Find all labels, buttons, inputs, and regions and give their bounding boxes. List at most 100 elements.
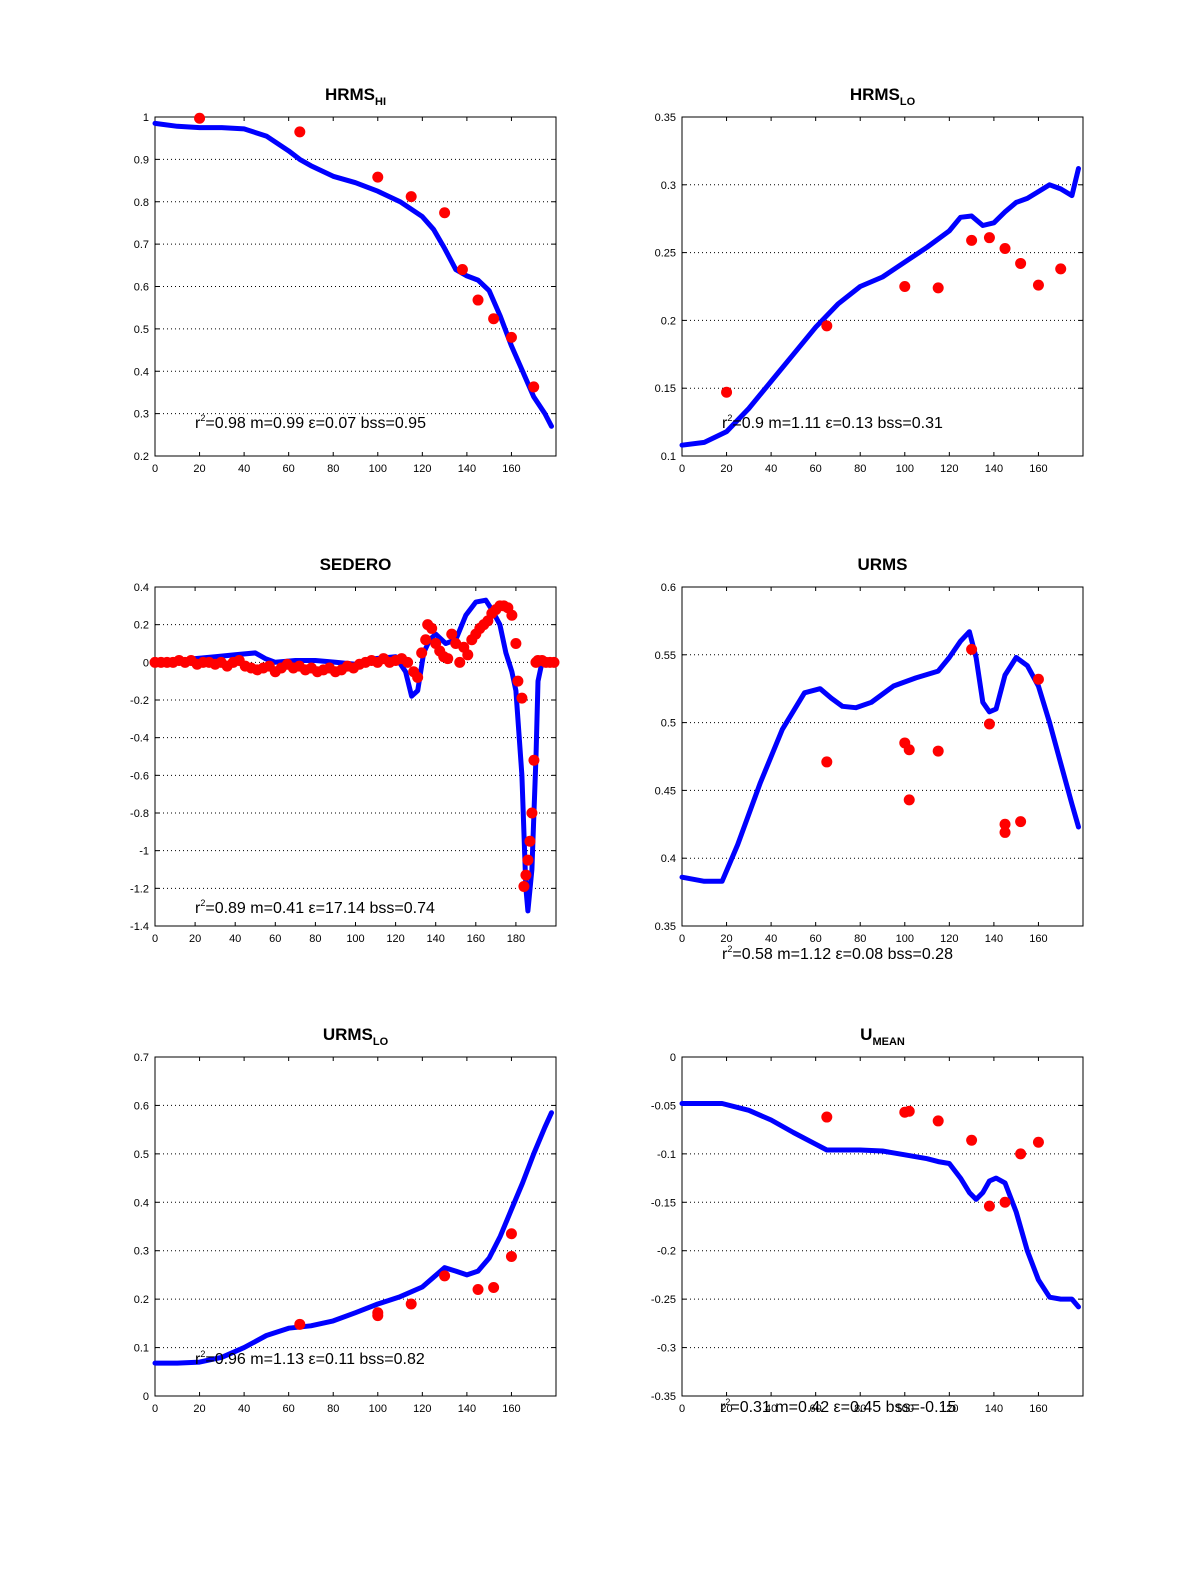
stats-annotation: r2=0.89 m=0.41 ε=17.14 bss=0.74 <box>195 898 435 917</box>
stats-annotation: r2=0.98 m=0.99 ε=0.07 bss=0.95 <box>195 413 426 432</box>
x-tick-label: 40 <box>229 933 241 945</box>
stats-annotation: r2=0.96 m=1.13 ε=0.11 bss=0.82 <box>195 1349 425 1368</box>
obs-point <box>1015 816 1027 828</box>
obs-point <box>402 656 414 668</box>
x-tick-label: 80 <box>854 1403 866 1415</box>
stats-annotation: r2=0.31 m=0.42 ε=0.45 bss=-0.15 <box>720 1397 956 1416</box>
x-tick-label: 40 <box>238 1403 250 1415</box>
x-tick-label: 140 <box>985 933 1003 945</box>
plot-area <box>681 1056 1084 1397</box>
y-tick-label: 0 <box>670 1052 676 1064</box>
obs-point <box>983 1200 995 1212</box>
chart-title: URMS <box>857 555 907 574</box>
y-tick-label: 0.5 <box>134 324 149 336</box>
stats-r: r <box>195 900 201 917</box>
chart-title-subscript: LO <box>900 96 916 108</box>
x-tick-label: 100 <box>896 933 914 945</box>
obs-point <box>420 634 432 646</box>
obs-point <box>294 1318 306 1330</box>
obs-point <box>821 1111 833 1123</box>
chart-panel-4: 0 20 40 60 80 100 120 140 160 0.35 0.4 0.45 0.5 0.55 0… <box>655 555 1084 963</box>
obs-point <box>1055 263 1067 275</box>
y-tick-label: -0.05 <box>651 1100 676 1112</box>
y-tick-label: 0.15 <box>655 383 676 395</box>
chart-title-main: HRMS <box>325 85 375 104</box>
obs-point <box>506 609 518 621</box>
y-tick-label: 0.2 <box>134 1294 149 1306</box>
obs-point <box>721 386 733 398</box>
chart-title: UMEAN <box>860 1025 905 1048</box>
y-tick-label: 0.5 <box>134 1149 149 1161</box>
x-tick-label: 0 <box>679 463 685 475</box>
y-tick-label: 0.7 <box>134 1052 149 1064</box>
obs-point <box>932 745 944 757</box>
obs-point <box>454 656 466 668</box>
obs-point <box>899 281 911 292</box>
chart-title: HRMSHI <box>325 85 386 108</box>
chart-title: SEDERO <box>320 555 392 574</box>
obs-point <box>903 1105 915 1117</box>
stats-values: =0.9 m=1.11 ε=0.13 bss=0.31 <box>732 415 943 432</box>
x-tick-label: 60 <box>283 463 295 475</box>
y-tick-label: -0.2 <box>130 695 149 707</box>
chart-title-subscript: HI <box>375 96 386 108</box>
y-tick-label: -1.4 <box>130 921 149 933</box>
x-tick-label: 100 <box>346 933 364 945</box>
y-tick-label: -1.2 <box>130 883 149 895</box>
stats-r-superscript: 2 <box>200 413 205 423</box>
x-tick-label: 160 <box>1029 933 1047 945</box>
y-tick-label: -0.35 <box>651 1391 676 1403</box>
obs-point <box>1032 1136 1044 1148</box>
x-tick-label: 80 <box>309 933 321 945</box>
obs-point <box>1015 257 1027 269</box>
stats-r: r <box>195 1351 201 1368</box>
y-tick-label: 0 <box>143 1391 149 1403</box>
obs-point <box>488 313 500 325</box>
x-tick-label: 140 <box>427 933 445 945</box>
y-tick-label: -0.15 <box>651 1197 676 1209</box>
model-line <box>679 629 1081 884</box>
obs-point <box>512 675 524 687</box>
obs-point <box>520 869 532 881</box>
x-tick-label: 0 <box>152 1403 158 1415</box>
y-tick-label: 0.4 <box>134 582 149 594</box>
x-tick-label: 20 <box>720 933 732 945</box>
x-tick-label: 40 <box>238 463 250 475</box>
obs-point <box>472 294 484 306</box>
y-tick-label: 0.2 <box>661 315 676 327</box>
stats-r: r <box>195 415 201 432</box>
obs-point <box>442 653 454 665</box>
stats-values: =0.89 m=0.41 ε=17.14 bss=0.74 <box>205 900 435 917</box>
y-tick-label: 0.6 <box>661 582 676 594</box>
obs-point <box>439 1270 451 1282</box>
x-tick-label: 120 <box>413 463 431 475</box>
y-tick-label: 0.4 <box>661 853 676 865</box>
obs-point <box>472 1283 484 1295</box>
x-tick-label: 120 <box>413 1403 431 1415</box>
obs-point <box>999 1196 1011 1208</box>
stats-annotation: r2=0.58 m=1.12 ε=0.08 bss=0.28 <box>722 944 953 963</box>
x-tick-label: 100 <box>369 463 387 475</box>
x-tick-label: 60 <box>810 1403 822 1415</box>
stats-r-superscript: 2 <box>727 944 732 954</box>
stats-annotation: r2=0.9 m=1.11 ε=0.13 bss=0.31 <box>722 413 943 432</box>
obs-point <box>372 1310 384 1322</box>
x-tick-label: 120 <box>940 1403 958 1415</box>
x-tick-label: 160 <box>502 1403 520 1415</box>
x-tick-label: 40 <box>765 933 777 945</box>
x-tick-label: 80 <box>854 463 866 475</box>
obs-point <box>439 207 451 219</box>
x-tick-label: 80 <box>854 933 866 945</box>
chart-title-main: SEDERO <box>320 555 392 574</box>
obs-point <box>505 331 517 343</box>
obs-point <box>548 656 560 668</box>
obs-point <box>999 826 1011 838</box>
obs-point <box>966 1134 978 1146</box>
obs-point <box>966 234 978 246</box>
y-tick-label: 0.45 <box>655 785 676 797</box>
obs-point <box>932 282 944 294</box>
x-tick-label: 80 <box>327 1403 339 1415</box>
obs-point <box>528 754 540 766</box>
stats-r-superscript: 2 <box>200 1349 205 1359</box>
